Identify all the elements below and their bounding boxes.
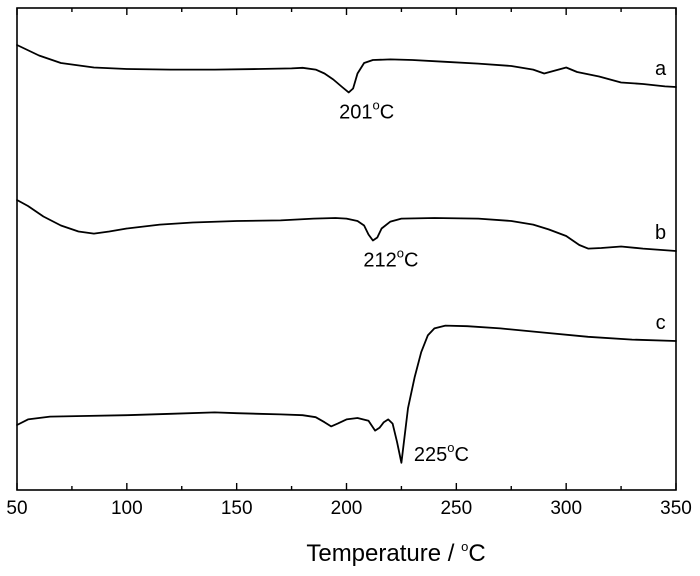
series-lines bbox=[16, 44, 677, 464]
x-tick-label-350: 350 bbox=[660, 498, 692, 519]
x-axis-title-text: Temperature / bbox=[306, 540, 461, 567]
peak-label-b: 212oC bbox=[363, 246, 418, 272]
x-tick-labels: 50 100 150 200 250 300 350 bbox=[6, 498, 691, 519]
x-axis-title-unit: C bbox=[468, 540, 485, 567]
x-tick-label-300: 300 bbox=[550, 498, 582, 519]
x-axis: 50 100 150 200 250 300 350 Temperature / oC bbox=[6, 8, 692, 567]
peak-label-b-num: 212 bbox=[363, 250, 396, 272]
peak-label-a-num: 201 bbox=[339, 101, 372, 123]
series-line-b bbox=[16, 199, 677, 252]
peak-label-a-unit: C bbox=[380, 101, 394, 123]
x-axis-title-degree: o bbox=[461, 539, 468, 554]
x-tick-label-50: 50 bbox=[6, 498, 27, 519]
x-tick-label-250: 250 bbox=[440, 498, 472, 519]
x-tick-label-100: 100 bbox=[111, 498, 143, 519]
x-ticks bbox=[16, 8, 677, 490]
x-axis-title: Temperature / oC bbox=[306, 539, 485, 567]
peak-label-c-num: 225 bbox=[414, 444, 447, 466]
plot-frame bbox=[16, 7, 677, 491]
peak-label-a: 201oC bbox=[339, 97, 394, 123]
peak-label-b-unit: C bbox=[404, 250, 418, 272]
peak-label-a-degree: o bbox=[373, 97, 380, 112]
series-line-a bbox=[16, 44, 677, 94]
peak-label-c-degree: o bbox=[447, 440, 454, 455]
x-tick-label-150: 150 bbox=[221, 498, 253, 519]
peak-label-c-unit: C bbox=[454, 444, 468, 466]
peak-label-b-degree: o bbox=[397, 246, 404, 261]
plot-area bbox=[16, 7, 677, 491]
series-label-b: b bbox=[655, 222, 666, 244]
series-line-c bbox=[16, 324, 677, 464]
peak-label-c: 225oC bbox=[414, 440, 469, 466]
x-tick-label-200: 200 bbox=[331, 498, 363, 519]
series-labels: a b c bbox=[655, 58, 667, 334]
series-label-c: c bbox=[656, 312, 666, 334]
series-label-a: a bbox=[655, 58, 667, 80]
